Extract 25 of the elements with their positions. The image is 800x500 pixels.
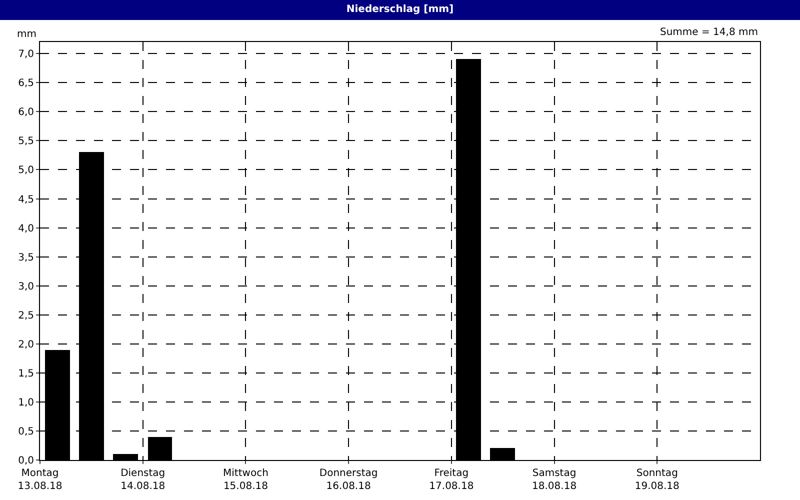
y-tick-label: 0,5 [18, 426, 34, 438]
y-tick-label: 4,0 [18, 223, 34, 234]
x-tick-label: Sonntag 19.08.18 [634, 468, 680, 492]
text: Summe = 14,8 mm [660, 27, 758, 38]
y-tick-label: 1,0 [18, 397, 34, 408]
y-tick-label: 4,5 [18, 194, 34, 206]
y-tick-label: 7,0 [18, 49, 34, 60]
x-tick-label: Freitag 17.08.18 [429, 468, 474, 492]
y-tick-label: 2,5 [18, 310, 34, 322]
y-axis-title: mm [17, 29, 36, 40]
x-tick-label: Donnerstag 16.08.18 [319, 468, 378, 492]
y-tick-label: 3,5 [18, 252, 34, 264]
y-tick-label: 3,0 [18, 281, 34, 292]
y-tick-label: 6,5 [18, 78, 34, 90]
x-tick-label: Dienstag 14.08.18 [120, 468, 166, 492]
y-tick-label: 0,0 [18, 456, 34, 466]
y-tick-label: 5,0 [18, 165, 34, 176]
x-tick-label: Montag 13.08.18 [18, 468, 62, 492]
y-tick-label: 2,0 [18, 339, 34, 350]
y-tick-label: 1,5 [18, 368, 34, 380]
y-tick-label: 5,5 [18, 136, 34, 148]
x-tick-label: Samstag 18.08.18 [532, 468, 577, 492]
chart-title: Niederschlag [mm] [0, 0, 800, 20]
y-tick-label: 6,0 [18, 107, 34, 118]
x-tick-label: Mittwoch 15.08.18 [223, 468, 268, 492]
